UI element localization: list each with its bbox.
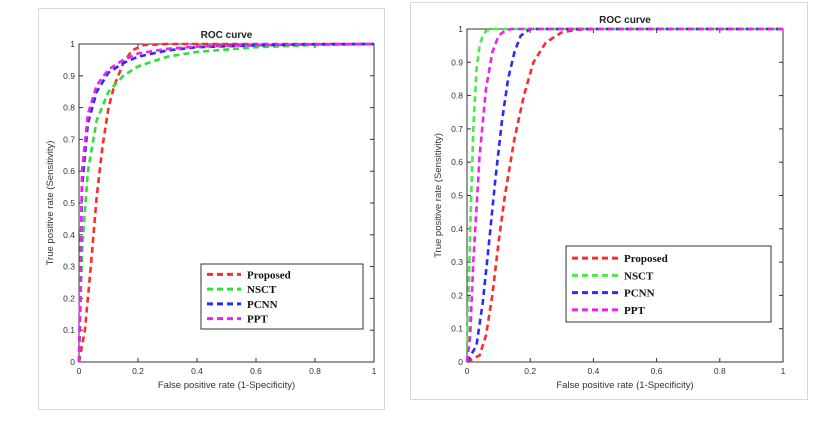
y-tick-label: 1 <box>458 24 463 34</box>
x-tick-label: 0.2 <box>524 366 536 376</box>
y-tick-label: 0.4 <box>451 224 463 234</box>
y-tick-label: 0.8 <box>63 103 75 113</box>
y-tick-label: 0.6 <box>63 166 75 176</box>
chart-title: ROC curve <box>201 30 253 41</box>
y-tick-label: 0.6 <box>451 157 463 167</box>
y-tick-label: 1 <box>70 39 75 49</box>
series-line-pcnn <box>465 27 783 363</box>
chart-title: ROC curve <box>599 15 651 26</box>
y-tick-label: 0 <box>458 357 463 367</box>
y-tick-label: 0.8 <box>451 91 463 101</box>
series-line-ppt <box>465 27 783 363</box>
roc-chart-left-svg: ROC curve 0 0.2 0.4 0.6 0.8 1 0 0.1 0.2 0.3 0.4 0.5 0… <box>45 30 377 391</box>
x-axis-label: False positive rate (1-Specificity) <box>556 380 693 391</box>
y-tick-label: 0 <box>70 357 75 367</box>
y-tick-label: 0.7 <box>63 134 75 144</box>
legend-label-proposed: Proposed <box>247 269 291 281</box>
x-tick-label: 1 <box>372 366 377 376</box>
series-line-nsct <box>465 27 783 363</box>
legend-box <box>565 245 772 323</box>
y-tick-label: 0.4 <box>63 230 75 240</box>
x-tick-label: 0 <box>465 366 470 376</box>
y-tick-label: 0.9 <box>63 71 75 81</box>
series-line-ppt <box>77 42 375 363</box>
y-tick-label: 0.3 <box>63 262 75 272</box>
y-tick-label: 0.7 <box>451 124 463 134</box>
x-tick-label: 0.4 <box>191 366 203 376</box>
y-tick-label: 0.1 <box>451 324 463 334</box>
y-tick-label: 0.3 <box>451 257 463 267</box>
roc-chart-right: ROC curve 0 0.2 0.4 0.6 0.8 1 0 0.1 0.2 0.3 0.4 0.5 0… <box>410 2 808 400</box>
legend-label-nsct: NSCT <box>624 270 654 282</box>
legend-label-nsct: NSCT <box>247 284 277 296</box>
roc-chart-left: ROC curve 0 0.2 0.4 0.6 0.8 1 0 0.1 0.2 0.3 0.4 0.5 0… <box>38 8 385 410</box>
y-axis-label: True positive rate (Sensitivity) <box>45 141 56 266</box>
y-tick-label: 0.5 <box>451 191 463 201</box>
legend-label-ppt: PPT <box>624 305 645 317</box>
series-line-proposed <box>466 27 783 364</box>
legend-label-ppt: PPT <box>247 314 268 326</box>
y-tick-label: 0.5 <box>63 198 75 208</box>
y-axis-label: True positive rate (Sensitivity) <box>433 133 444 258</box>
y-tick-label: 0.2 <box>63 293 75 303</box>
x-tick-label: 0.6 <box>250 366 262 376</box>
x-tick-label: 0.8 <box>309 366 321 376</box>
series-line-proposed <box>77 42 374 363</box>
x-tick-label: 0.2 <box>132 366 144 376</box>
x-tick-label: 0.8 <box>714 366 726 376</box>
y-tick-label: 0.2 <box>451 290 463 300</box>
legend-label-pcnn: PCNN <box>624 288 655 300</box>
x-tick-label: 0.6 <box>651 366 663 376</box>
roc-chart-right-svg: ROC curve 0 0.2 0.4 0.6 0.8 1 0 0.1 0.2 0.3 0.4 0.5 0… <box>433 15 786 391</box>
x-axis-label: False positive rate (1-Specificity) <box>158 380 295 391</box>
legend-label-pcnn: PCNN <box>247 299 278 311</box>
series-line-nsct <box>77 42 375 363</box>
legend-label-proposed: Proposed <box>624 253 668 265</box>
x-tick-label: 0.4 <box>587 366 599 376</box>
x-tick-label: 1 <box>781 366 786 376</box>
y-tick-label: 0.9 <box>451 57 463 67</box>
x-tick-label: 0 <box>77 366 82 376</box>
y-tick-label: 0.1 <box>63 325 75 335</box>
